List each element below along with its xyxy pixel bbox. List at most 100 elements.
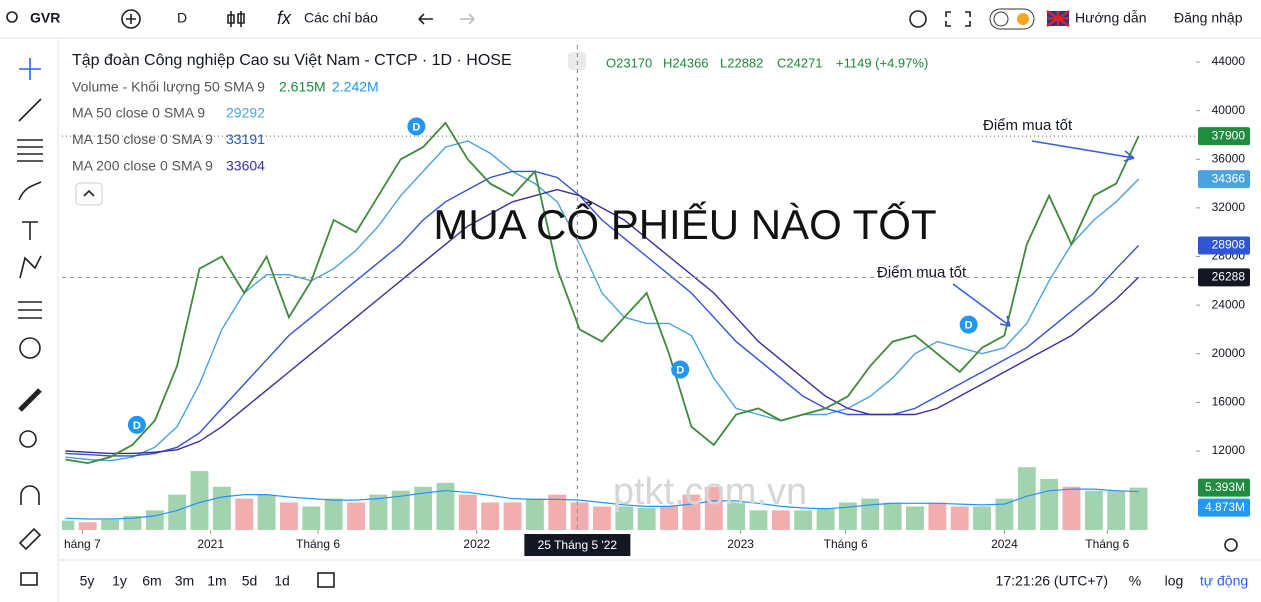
- volume-bar: [257, 494, 276, 530]
- prediction-tool[interactable]: [18, 301, 42, 319]
- period-button[interactable]: 1m: [207, 573, 226, 589]
- x-tick-label: háng 7: [64, 537, 101, 551]
- fib-tool[interactable]: [17, 139, 43, 162]
- buy-arrow: [1031, 140, 1135, 162]
- axis-settings[interactable]: [1224, 538, 1238, 552]
- volume-sma: [65, 488, 1139, 520]
- crosshair-date: 25 Tháng 5 '22: [538, 538, 618, 552]
- volume-bar: [391, 490, 410, 530]
- buy-point-label: Điểm mua tốt: [983, 117, 1073, 134]
- add-symbol[interactable]: [121, 9, 141, 29]
- y-tick-label: 12000: [1212, 443, 1246, 457]
- ruler-tool[interactable]: [18, 388, 42, 412]
- chevron: [83, 189, 95, 197]
- volume-bar: [548, 494, 567, 530]
- lock-draw-tool[interactable]: [18, 527, 42, 551]
- symbol[interactable]: GVR: [30, 10, 60, 26]
- volume-bar: [414, 486, 433, 530]
- volume-bar: [145, 510, 164, 530]
- sun: [1017, 13, 1029, 25]
- ma-line: [65, 170, 1140, 457]
- undo[interactable]: [418, 13, 433, 25]
- legend-name: Volume - Khối lượng 50 SMA 9: [72, 79, 265, 95]
- volume-bar: [816, 508, 835, 530]
- pattern-tool[interactable]: [19, 255, 42, 279]
- auto-toggle[interactable]: tự động: [1200, 573, 1248, 589]
- crosshair-tool[interactable]: [19, 58, 41, 80]
- plus: [126, 14, 136, 24]
- y-tick-label: 40000: [1212, 103, 1246, 117]
- volume-bar: [190, 471, 209, 530]
- trend-line-tool[interactable]: [18, 98, 42, 122]
- volume-bar: [593, 506, 611, 530]
- fx-icon[interactable]: fx: [277, 8, 292, 28]
- fullscreen[interactable]: [945, 11, 971, 27]
- lock-tool[interactable]: [20, 572, 38, 586]
- crosshair-tag: 26288: [1212, 269, 1246, 283]
- legend-name: MA 200 close 0 SMA 9: [72, 158, 213, 174]
- y-tick-label: 36000: [1212, 151, 1246, 165]
- period-button[interactable]: 5d: [242, 573, 258, 589]
- percent-toggle[interactable]: %: [1129, 573, 1141, 589]
- text-tool[interactable]: [22, 221, 38, 240]
- legend-value: 2.242M: [332, 79, 379, 95]
- volume-bar: [101, 519, 120, 530]
- volume-bar: [212, 486, 231, 530]
- volume-bar: [660, 506, 678, 530]
- volume-bar: [62, 520, 75, 530]
- interval[interactable]: D: [177, 10, 187, 26]
- volume-bar: [481, 502, 500, 530]
- flag-cross: [1046, 9, 1070, 28]
- legend-name: MA 150 close 0 SMA 9: [72, 131, 213, 147]
- y-tick-label: 24000: [1212, 297, 1246, 311]
- volume-bar: [235, 498, 254, 530]
- x-tick-label: Tháng 6: [1085, 537, 1129, 551]
- period-button[interactable]: 3m: [175, 573, 194, 589]
- volume-tag-bg: [1198, 478, 1250, 497]
- guide[interactable]: Hướng dẫn: [1075, 10, 1146, 26]
- period-button[interactable]: 6m: [142, 573, 161, 589]
- ma-tag: 28908: [1212, 238, 1246, 252]
- magnet-tool[interactable]: [20, 485, 40, 505]
- ma-tag: 34366: [1212, 171, 1246, 185]
- period-button[interactable]: 1y: [112, 573, 127, 589]
- settings[interactable]: [909, 10, 927, 28]
- dividend-marker[interactable]: [671, 360, 690, 379]
- icon-tool[interactable]: [19, 337, 41, 359]
- volume-bar: [458, 494, 477, 530]
- y-tick-label: 44000: [1212, 54, 1246, 68]
- ma-tag-bg: [1198, 170, 1250, 189]
- zoom-tool[interactable]: [19, 430, 37, 448]
- volume-sma-tag-bg: [1198, 498, 1250, 517]
- login[interactable]: Đăng nhập: [1174, 10, 1243, 26]
- redo[interactable]: [460, 13, 475, 25]
- ma-tag-bg: [1198, 236, 1250, 255]
- date-range[interactable]: [317, 572, 335, 588]
- chart-type[interactable]: [227, 11, 245, 27]
- period-button[interactable]: 1d: [274, 573, 290, 589]
- dividend-marker[interactable]: [959, 315, 978, 334]
- dividend-label: D: [412, 121, 420, 133]
- brush-tool[interactable]: [18, 181, 42, 201]
- log-toggle[interactable]: log: [1165, 573, 1184, 589]
- ohlc-value: L22882: [720, 55, 763, 70]
- legend-toggle[interactable]: [75, 182, 103, 206]
- chart-title: Tập đoàn Công nghiệp Cao su Việt Nam - C…: [72, 52, 512, 69]
- indicators[interactable]: Các chỉ báo: [304, 10, 378, 26]
- dividend-marker[interactable]: [127, 415, 146, 434]
- volume-bar: [928, 502, 947, 530]
- x-tick-label: Tháng 6: [296, 537, 340, 551]
- x-tick-label: 2024: [991, 537, 1018, 551]
- legend-name: MA 50 close 0 SMA 9: [72, 105, 205, 121]
- dividend-marker[interactable]: [407, 117, 426, 136]
- buy-arrow: [952, 283, 1011, 327]
- search-icon[interactable]: [6, 11, 18, 23]
- volume-bar: [727, 502, 746, 530]
- period-button[interactable]: 5y: [80, 573, 95, 589]
- volume-bar: [794, 510, 813, 530]
- volume-bar: [861, 498, 880, 530]
- y-tick-label: 16000: [1212, 395, 1246, 409]
- volume-bar: [1107, 490, 1126, 530]
- dividend-label: D: [965, 319, 973, 331]
